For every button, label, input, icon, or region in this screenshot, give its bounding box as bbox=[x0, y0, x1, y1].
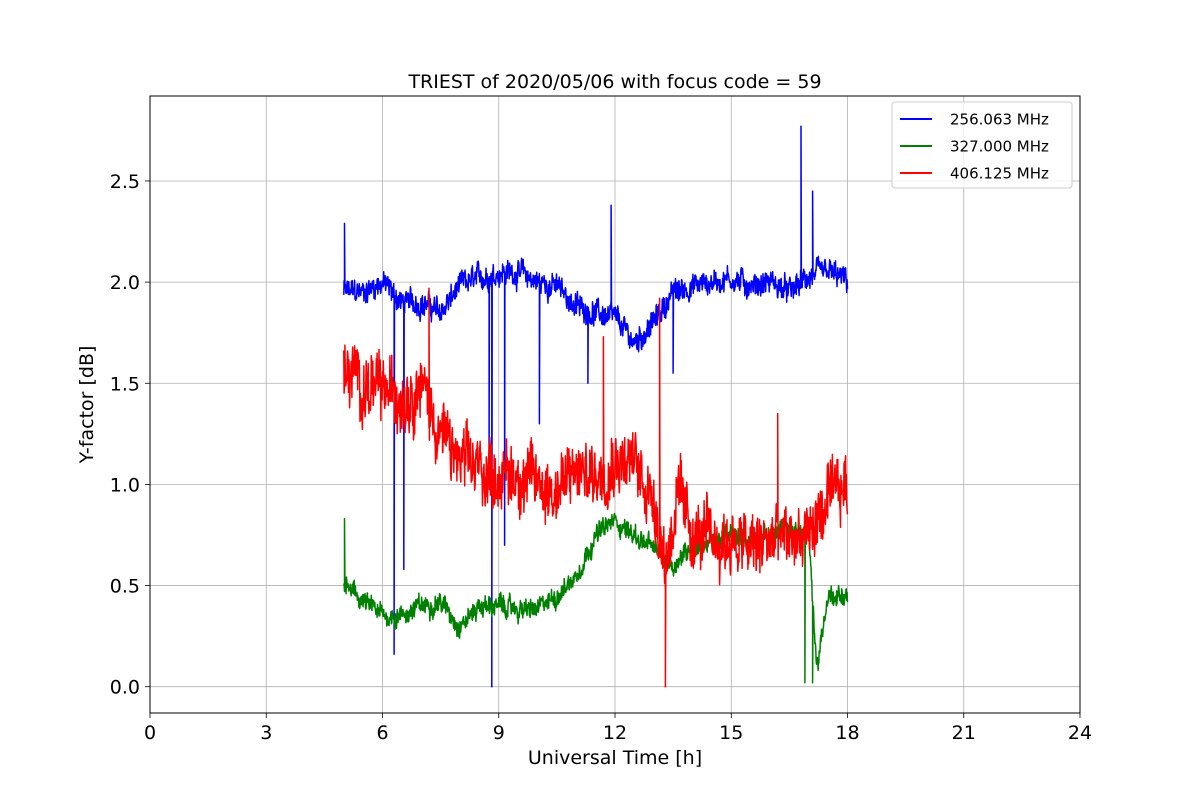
x-tick-label: 18 bbox=[835, 722, 859, 744]
chart-title: TRIEST of 2020/05/06 with focus code = 5… bbox=[407, 71, 821, 93]
legend-box bbox=[891, 101, 1073, 189]
series-group bbox=[343, 125, 849, 688]
x-tick-label: 24 bbox=[1068, 722, 1092, 744]
legend-label: 327.000 MHz bbox=[950, 138, 1049, 156]
x-tick-label: 3 bbox=[260, 722, 272, 744]
legend-label: 256.063 MHz bbox=[950, 111, 1049, 129]
y-tick-label: 2.0 bbox=[110, 272, 140, 294]
series-line-1 bbox=[343, 125, 849, 688]
x-tick-label: 12 bbox=[603, 722, 627, 744]
y-tick-label: 0.5 bbox=[110, 576, 140, 598]
x-tick-label: 9 bbox=[493, 722, 505, 744]
x-tick-label: 15 bbox=[719, 722, 743, 744]
y-tick-label: 1.0 bbox=[110, 474, 140, 496]
y-tick-label: 2.5 bbox=[110, 171, 140, 193]
grid bbox=[149, 96, 1081, 713]
series-line-3 bbox=[343, 287, 849, 688]
legend-label: 406.125 MHz bbox=[950, 165, 1049, 183]
x-axis-label: Universal Time [h] bbox=[528, 747, 702, 769]
y-axis-label: Y-factor [dB] bbox=[76, 346, 98, 465]
y-tick-label: 0.0 bbox=[110, 677, 140, 699]
x-tick-label: 6 bbox=[376, 722, 388, 744]
ticks: 0 3 6 9 12 15 18 21 24 0.0 0.5 1.0 1.5 2.0 2.5 bbox=[110, 171, 1092, 744]
legend: 256.063 MHz 327.000 MHz 406.125 MHz bbox=[891, 101, 1073, 189]
x-tick-label: 21 bbox=[952, 722, 976, 744]
x-tick-label: 0 bbox=[144, 722, 156, 744]
y-tick-label: 1.5 bbox=[110, 373, 140, 395]
